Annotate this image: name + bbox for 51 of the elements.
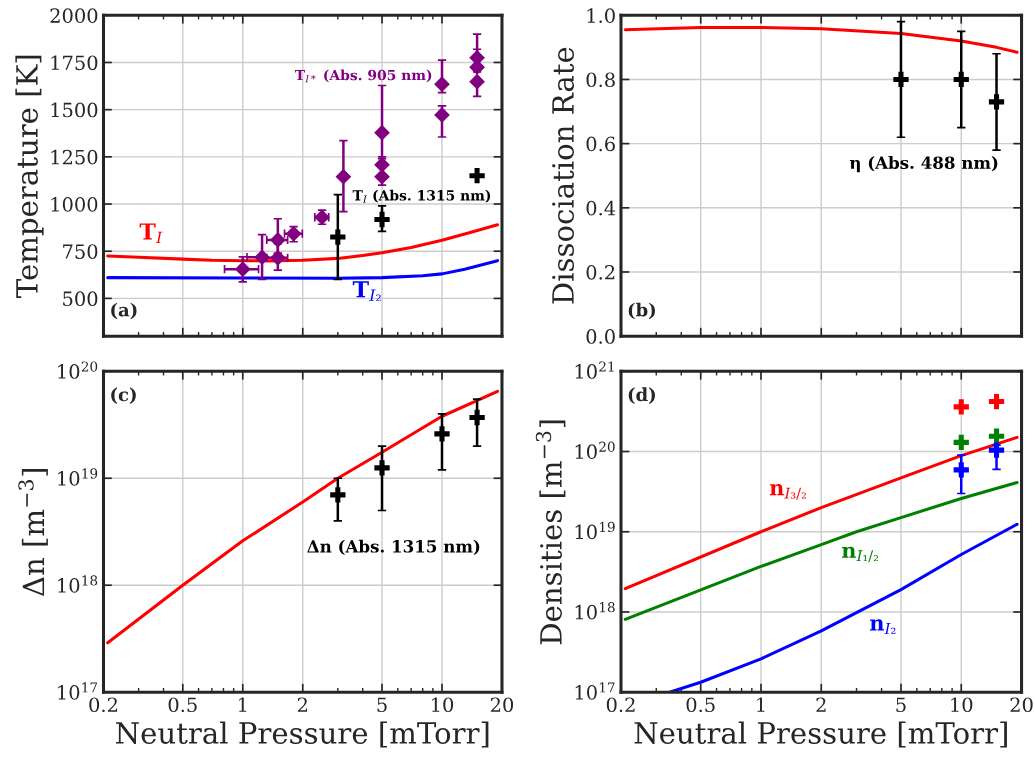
series-label: n$_{I₁/₂}$ xyxy=(842,546,879,563)
y-tick-label: 1.0 xyxy=(587,8,615,23)
series-label: n$_{I₃/₂}$ xyxy=(769,484,806,500)
y-tick-label: 10$^{18}$ xyxy=(575,602,615,620)
x-tick-label: 10 xyxy=(432,697,454,713)
x-tick-label: 1 xyxy=(238,697,247,712)
series-label: n$_{I₂}$ xyxy=(870,619,896,634)
x-tick-label: 5 xyxy=(896,697,906,713)
x-tick-label: 10 xyxy=(951,697,973,713)
y-axis-title: Densities [m$^{−3}$] xyxy=(535,420,566,645)
annotation: (c) xyxy=(111,387,136,404)
x-tick-label: 5 xyxy=(377,697,387,713)
series-label: T$_{I₂}$ xyxy=(352,281,381,301)
x-tick-label: 20 xyxy=(490,697,514,713)
series-label: T$_{I}$ xyxy=(139,223,163,244)
y-tick-label: 10$^{21}$ xyxy=(575,361,614,379)
y-axis-title: Dissociation Rate xyxy=(552,47,575,304)
x-tick-label: 2 xyxy=(816,697,826,712)
y-tick-label: 0.8 xyxy=(586,72,615,88)
y-tick-label: 1250 xyxy=(51,149,98,165)
x-tick-label: 0.5 xyxy=(168,697,197,713)
x-tick-label: 0.5 xyxy=(686,697,715,713)
y-tick-label: 0.6 xyxy=(586,136,615,152)
y-tick-label: 0.4 xyxy=(586,200,616,216)
x-axis-title: Neutral Pressure [mTorr] xyxy=(116,721,489,748)
annotation: (a) xyxy=(111,302,137,320)
y-tick-label: 500 xyxy=(63,291,98,307)
y-tick-label: 1500 xyxy=(51,102,98,118)
annotation: (b) xyxy=(628,302,655,320)
x-tick-label: 2 xyxy=(297,697,308,712)
y-axis-title: Δn [m$^{−3}$] xyxy=(18,468,48,596)
y-axis-title: Temperature [K] xyxy=(15,55,44,298)
x-tick-label: 1 xyxy=(757,697,765,712)
series-label: T$_{I*}$ (Abs. 905 nm) xyxy=(294,69,432,83)
y-tick-label: 1750 xyxy=(51,55,98,71)
y-tick-label: 2000 xyxy=(50,8,98,23)
y-tick-label: 10$^{20}$ xyxy=(58,361,98,379)
x-tick-label: 20 xyxy=(1010,697,1033,713)
y-tick-label: 1000 xyxy=(51,196,98,212)
text: Δn (Abs. 1315 nm) xyxy=(307,539,480,555)
y-tick-label: 10$^{19}$ xyxy=(58,468,98,486)
y-tick-label: 10$^{19}$ xyxy=(575,521,615,540)
y-tick-label: 0.2 xyxy=(586,264,615,280)
y-tick-label: 10$^{18}$ xyxy=(58,575,98,593)
series-label: T$_{I}$ (Abs. 1315 nm) xyxy=(352,189,491,203)
y-tick-label: 0.0 xyxy=(586,329,615,344)
x-axis-title: Neutral Pressure [mTorr] xyxy=(634,721,1007,748)
y-tick-label: 750 xyxy=(63,244,98,259)
text: η (Abs. 488 nm) xyxy=(849,156,998,173)
y-tick-label: 10$^{20}$ xyxy=(575,441,615,460)
annotation: (d) xyxy=(628,387,655,404)
